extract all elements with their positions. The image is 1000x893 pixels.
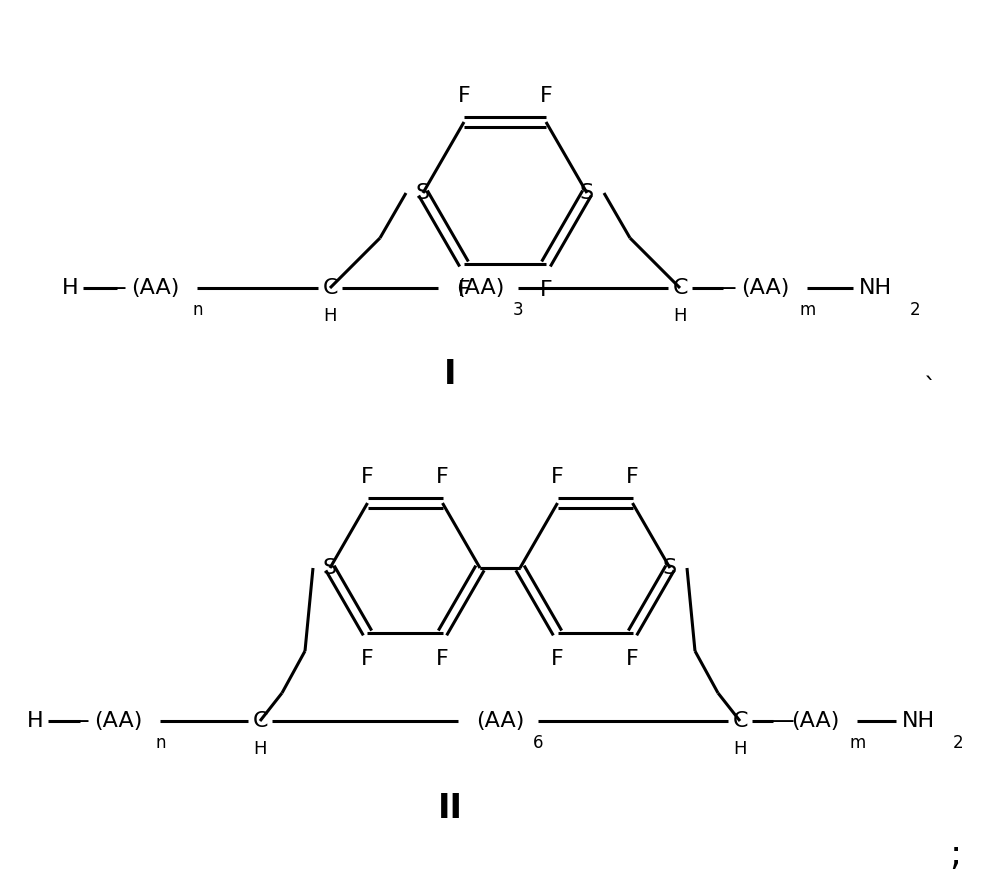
Text: —: —	[103, 276, 127, 300]
Text: S: S	[416, 183, 430, 203]
Text: H: H	[323, 307, 337, 325]
Text: (AA): (AA)	[456, 278, 504, 298]
Text: —: —	[544, 709, 568, 733]
Text: —: —	[771, 709, 795, 733]
Text: (AA): (AA)	[476, 711, 524, 731]
Text: H: H	[62, 278, 78, 298]
Text: H: H	[27, 711, 43, 731]
Text: F: F	[458, 280, 470, 300]
Text: (AA): (AA)	[741, 278, 789, 298]
Text: 2: 2	[953, 734, 963, 752]
Text: F: F	[436, 649, 449, 669]
Text: —: —	[66, 709, 90, 733]
Text: S: S	[323, 558, 337, 578]
Text: —: —	[200, 276, 224, 300]
Text: n: n	[193, 301, 203, 319]
Text: 2: 2	[910, 301, 920, 319]
Text: NH: NH	[858, 278, 892, 298]
Text: 3: 3	[513, 301, 523, 319]
Text: F: F	[626, 467, 639, 487]
Text: —: —	[866, 709, 890, 733]
Text: n: n	[156, 734, 166, 752]
Text: F: F	[551, 649, 564, 669]
Text: F: F	[626, 649, 639, 669]
Text: —: —	[304, 709, 328, 733]
Text: H: H	[253, 740, 267, 758]
Text: F: F	[458, 86, 470, 106]
Text: H: H	[733, 740, 747, 758]
Text: m: m	[850, 734, 866, 752]
Text: II: II	[438, 791, 462, 824]
Text: F: F	[436, 467, 449, 487]
Text: NH: NH	[901, 711, 935, 731]
Text: —: —	[175, 709, 199, 733]
Text: ;: ;	[949, 838, 961, 872]
Text: C: C	[672, 278, 688, 298]
Text: C: C	[252, 711, 268, 731]
Text: F: F	[361, 649, 374, 669]
Text: `: `	[924, 376, 936, 400]
Text: H: H	[673, 307, 687, 325]
Text: (AA): (AA)	[94, 711, 142, 731]
Text: —: —	[826, 276, 850, 300]
Text: —: —	[366, 276, 390, 300]
Text: F: F	[361, 467, 374, 487]
Text: S: S	[580, 183, 594, 203]
Text: I: I	[444, 358, 456, 391]
Text: 6: 6	[533, 734, 543, 752]
Text: F: F	[551, 467, 564, 487]
Text: S: S	[663, 558, 677, 578]
Text: —: —	[713, 276, 737, 300]
Text: (AA): (AA)	[131, 278, 179, 298]
Text: m: m	[800, 301, 816, 319]
Text: C: C	[732, 711, 748, 731]
Text: F: F	[540, 86, 552, 106]
Text: —: —	[536, 276, 560, 300]
Text: C: C	[322, 278, 338, 298]
Text: F: F	[540, 280, 552, 300]
Text: (AA): (AA)	[791, 711, 839, 731]
